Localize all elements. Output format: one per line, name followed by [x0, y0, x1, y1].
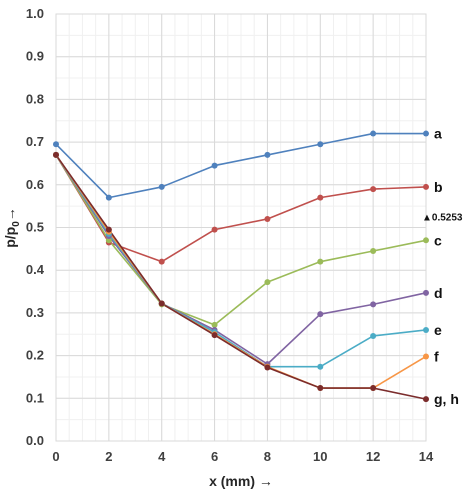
data-point	[158, 258, 165, 265]
x-tick-label: 2	[105, 449, 112, 464]
y-axis-title-main: p/p	[2, 227, 18, 248]
series-lines	[55, 132, 427, 400]
x-tick-label: 4	[158, 449, 166, 464]
series-label: g, h	[434, 391, 459, 407]
data-point	[423, 326, 429, 333]
data-point	[264, 279, 271, 286]
series-end-labels: a b c d ef g, h	[434, 126, 459, 408]
series-points	[53, 130, 429, 403]
x-tick-label: 14	[419, 449, 434, 464]
series-label: f	[434, 348, 439, 364]
data-point	[53, 151, 59, 158]
y-axis-title-subscript: 0	[11, 221, 22, 227]
y-tick-label: 0.3	[26, 305, 44, 320]
series-line-d	[55, 154, 427, 365]
y-tick-label: 0.5	[26, 220, 44, 235]
data-point	[105, 194, 112, 201]
data-point	[105, 237, 112, 244]
data-point	[317, 385, 324, 392]
data-point	[423, 353, 429, 360]
data-point	[370, 186, 377, 193]
series-label: e	[434, 322, 442, 338]
data-point	[158, 183, 165, 190]
data-point	[53, 141, 59, 148]
data-point	[370, 385, 377, 392]
x-tick-label: 0	[52, 449, 59, 464]
data-point	[423, 289, 429, 296]
series-label: d	[434, 285, 443, 301]
data-point	[370, 332, 377, 339]
data-point	[317, 194, 324, 201]
y-tick-label: 0.4	[26, 262, 45, 277]
x-tick-labels: 0 2 4 6 8 10 12 14	[52, 449, 434, 464]
data-point	[264, 364, 271, 371]
y-tick-label: 1.0	[26, 6, 44, 21]
data-point	[423, 130, 429, 137]
x-tick-label: 12	[366, 449, 380, 464]
data-point	[211, 226, 218, 233]
data-point	[317, 141, 324, 148]
series-label: a	[434, 126, 442, 142]
plot-area-border	[55, 13, 427, 442]
data-point	[370, 301, 377, 308]
y-axis-title-arrow: →	[2, 207, 18, 221]
y-tick-label: 0.8	[26, 91, 44, 106]
data-point	[423, 183, 429, 190]
series-line-a	[55, 132, 426, 199]
data-point	[423, 237, 429, 244]
x-tick-label: 6	[211, 449, 218, 464]
annotation-label: ▲0.5253	[422, 213, 463, 224]
y-tick-label: 0.9	[26, 49, 44, 64]
x-tick-label: 8	[264, 449, 271, 464]
series-line-c	[55, 154, 427, 326]
y-tick-label: 0.1	[26, 390, 44, 405]
y-tick-label: 0.6	[26, 177, 44, 192]
data-point	[211, 321, 218, 328]
data-point	[317, 311, 324, 318]
data-point	[264, 151, 271, 158]
series-label: b	[434, 179, 443, 195]
data-point	[211, 162, 218, 169]
x-axis-title: x (mm) →	[209, 473, 273, 489]
data-point	[211, 332, 218, 339]
data-point	[264, 215, 271, 222]
annotations: ▲0.5253	[422, 213, 463, 224]
data-point	[105, 226, 112, 233]
y-tick-labels: 0.0 0.1 0.2 0.3 0.4 0.5 0.6 0.7 0.8 0.9 1.0	[26, 6, 45, 448]
x-tick-label: 10	[313, 449, 327, 464]
data-point	[370, 130, 377, 137]
data-point	[370, 247, 377, 254]
data-point	[423, 396, 429, 403]
series-line-e	[55, 154, 427, 368]
series-label: c	[434, 232, 442, 248]
series-line-gh	[55, 154, 427, 400]
data-point	[317, 258, 324, 265]
data-point	[317, 363, 324, 370]
y-tick-label: 0.0	[26, 433, 44, 448]
y-tick-label: 0.2	[26, 348, 44, 363]
y-axis-title: p/p0→	[2, 207, 22, 248]
y-tick-label: 0.7	[26, 134, 44, 149]
data-point	[158, 300, 165, 307]
